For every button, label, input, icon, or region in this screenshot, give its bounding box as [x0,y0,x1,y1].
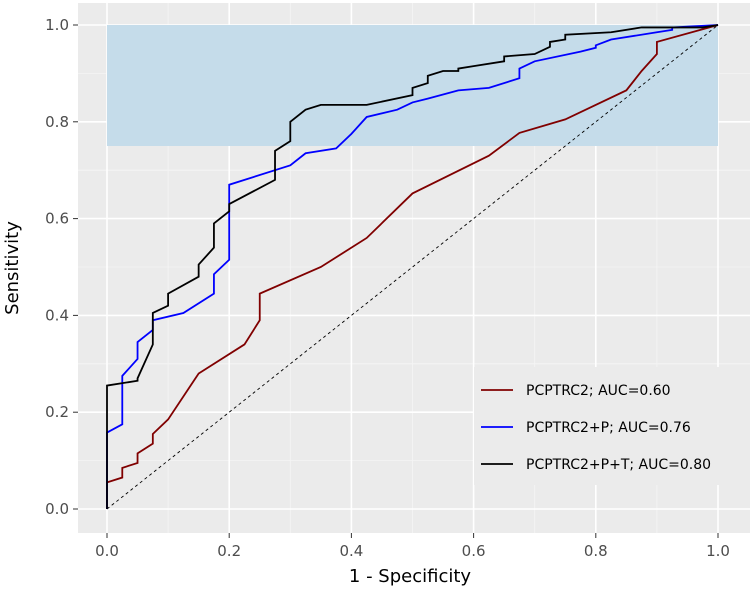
x-tick-label: 1.0 [706,542,730,560]
x-tick-label: 0.0 [95,542,119,560]
x-axis-ticks: 0.0 0.2 0.4 0.6 0.8 1.0 [95,533,730,560]
legend-label-series-1: PCPTRC2; AUC=0.60 [526,383,671,399]
roc-curve-series-3 [106,24,719,509]
x-axis-title: 1 - Specificity [349,566,472,587]
sensitivity-target-region [107,25,718,146]
y-tick-label: 0.8 [45,113,69,131]
y-tick-label: 0.4 [45,306,69,324]
x-tick-label: 0.8 [584,542,608,560]
x-tick-label: 0.4 [339,542,363,560]
y-tick-label: 0.6 [45,210,69,228]
roc-curves [106,24,719,509]
shaded-rect [107,25,718,146]
legend: PCPTRC2; AUC=0.60 PCPTRC2+P; AUC=0.76 PCPT… [474,367,750,485]
y-tick-label: 1.0 [45,16,69,34]
y-tick-label: 0.2 [45,403,69,421]
roc-curve-series-1 [106,24,719,509]
legend-label-series-3: PCPTRC2+P+T; AUC=0.80 [526,457,711,473]
legend-label-series-2: PCPTRC2+P; AUC=0.76 [526,420,691,436]
legend-background [474,367,750,485]
roc-curve-series-2 [106,24,719,509]
x-tick-label: 0.2 [217,542,241,560]
y-axis-ticks: 0.0 0.2 0.4 0.6 0.8 1.0 [45,16,78,518]
x-tick-label: 0.6 [462,542,486,560]
y-axis-title: Sensitivity [2,221,23,315]
diagonal-reference-line [106,24,719,510]
y-tick-label: 0.0 [45,500,69,518]
chance-diagonal-line [106,24,719,510]
